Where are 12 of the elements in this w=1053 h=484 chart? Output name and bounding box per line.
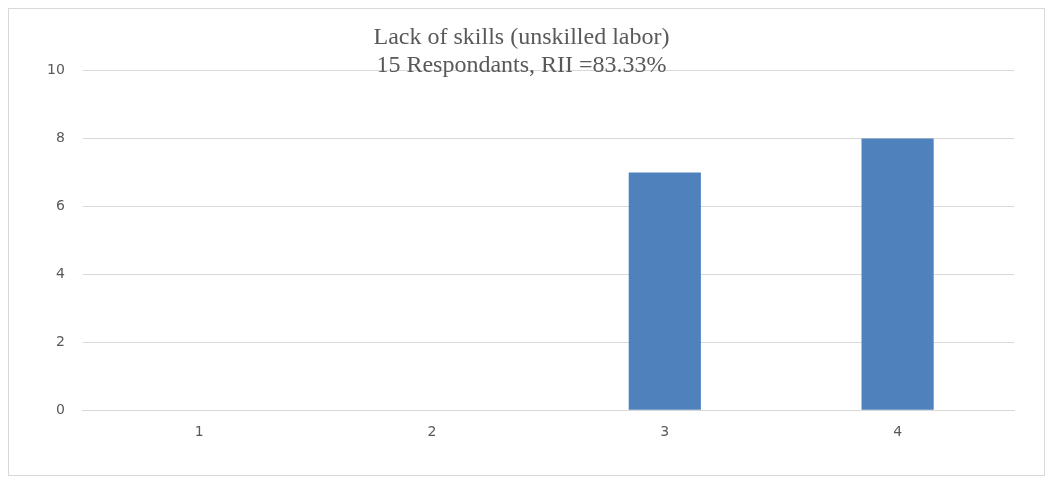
y-tick-label: 6	[55, 197, 65, 214]
y-tick-label: 2	[55, 332, 65, 349]
chart-title: Lack of skills (unskilled labor)	[373, 22, 670, 49]
x-tick-label: 4	[893, 423, 903, 440]
chart-subtitle: 15 Respondants, RII =83.33%	[376, 51, 667, 78]
x-tick-label: 1	[194, 423, 204, 440]
y-tick-label: 0	[55, 400, 65, 417]
y-tick-label: 4	[55, 265, 65, 281]
y-tick-label: 10	[46, 61, 65, 78]
x-tick-label: 3	[660, 423, 670, 440]
y-tick-label: 8	[55, 129, 65, 146]
x-tick-label: 2	[427, 423, 437, 440]
